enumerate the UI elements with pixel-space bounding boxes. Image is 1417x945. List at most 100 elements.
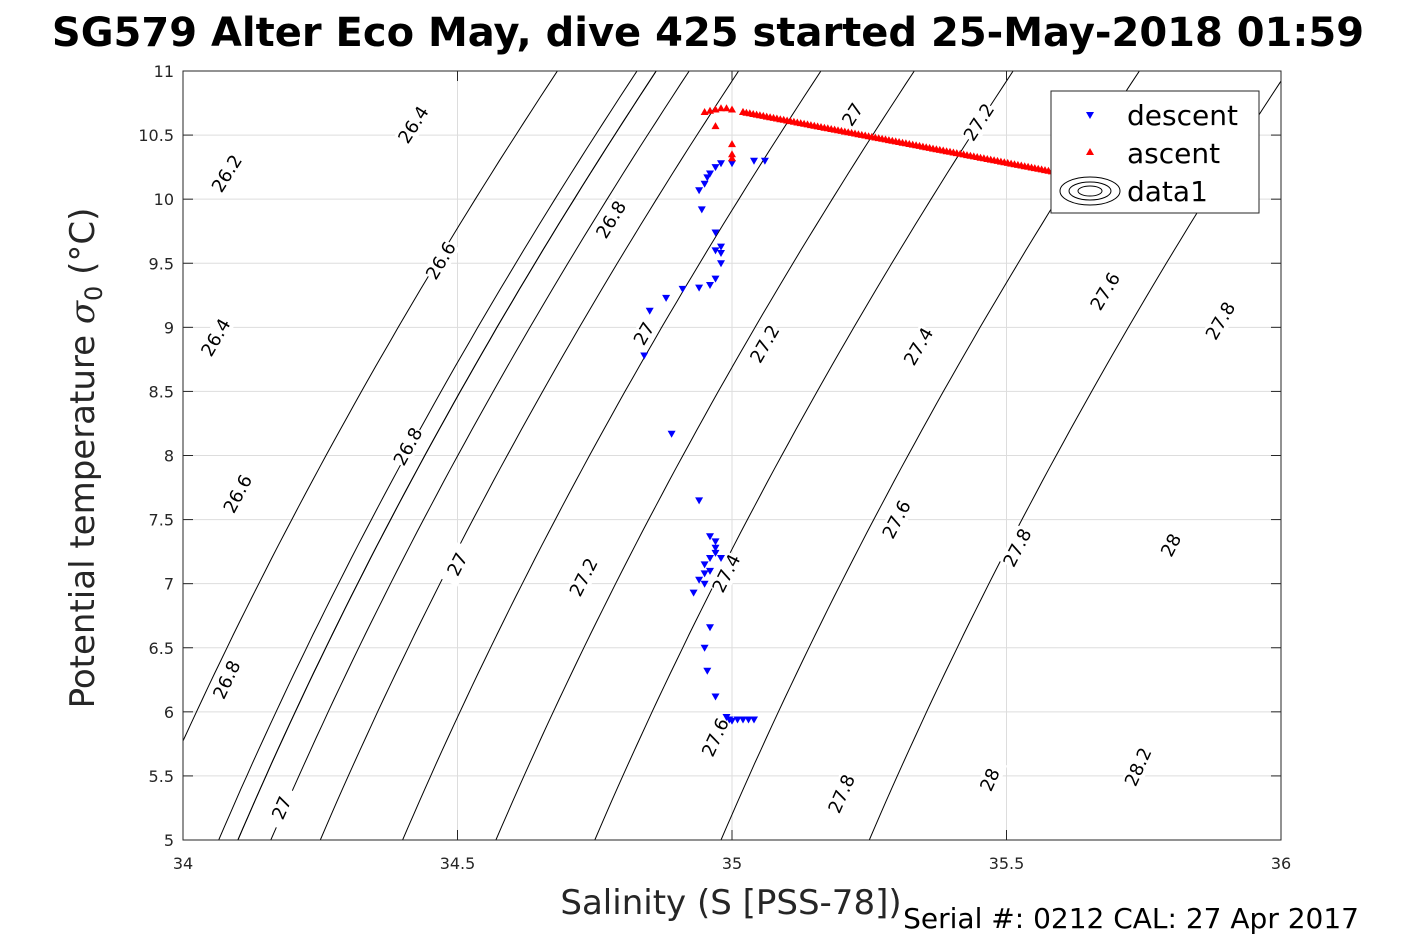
- descent-point: [697, 206, 706, 214]
- descent-point: [700, 644, 709, 652]
- descent-point: [711, 164, 720, 172]
- contour-label-bg: [833, 92, 873, 137]
- descent-point: [695, 497, 704, 505]
- descent-point: [645, 307, 654, 315]
- descent-point: [750, 157, 758, 165]
- y-tick-label: 6.5: [149, 639, 174, 658]
- x-tick-label: 35.5: [989, 854, 1025, 873]
- descent-point: [717, 260, 725, 268]
- contour-label-bg: [1086, 269, 1125, 314]
- contour-label-bg: [197, 315, 235, 360]
- contour-label-bg: [1120, 744, 1156, 790]
- legend-data1-contour-icon: [1068, 181, 1112, 201]
- y-tick-label: 10: [154, 190, 174, 209]
- descent-point: [717, 160, 725, 168]
- y-axis-label-subscript: 0: [80, 286, 108, 301]
- descent-point: [733, 716, 742, 724]
- contour-label-bg: [207, 151, 247, 196]
- y-tick-label: 5.5: [149, 767, 174, 786]
- y-axis-label: Potential temperature σ0 (°C): [63, 208, 108, 709]
- descent-point: [706, 533, 714, 541]
- contour-label-bg: [209, 657, 245, 703]
- descent-point: [706, 282, 714, 289]
- legend-entry-descent: descent: [1127, 99, 1238, 132]
- x-tick-label: 36: [1271, 854, 1291, 873]
- legend-descent-marker: [1086, 112, 1094, 119]
- ascent-point: [728, 150, 736, 158]
- descent-point: [711, 544, 720, 552]
- descent-point: [739, 716, 747, 724]
- descent-point: [717, 250, 725, 257]
- x-tick-label: 34: [173, 854, 193, 873]
- contour-line-27.6: [495, 71, 915, 840]
- contour-label-bg: [972, 757, 1008, 803]
- descent-point: [678, 285, 687, 293]
- descent-point: [689, 589, 698, 597]
- contour-line-26.8: [237, 71, 657, 840]
- y-tick-label: 8.5: [149, 382, 174, 401]
- ascent-point: [728, 105, 736, 113]
- legend-entry-ascent: ascent: [1127, 137, 1220, 170]
- y-tick-label: 9: [164, 318, 174, 337]
- contour-line-27.2: [319, 71, 740, 840]
- legend-data1-contour-icon: [1077, 185, 1103, 197]
- contour-label-bg: [1153, 522, 1190, 568]
- contour-line-27: [270, 71, 690, 840]
- contour-label-bg: [422, 238, 460, 283]
- data-points: [640, 104, 1121, 725]
- descent-point: [703, 667, 712, 675]
- descent-point: [706, 170, 714, 178]
- descent-point: [711, 549, 720, 557]
- descent-point: [662, 294, 671, 302]
- legend: descent ascent data1: [1050, 90, 1260, 214]
- ascent-point: [711, 122, 720, 130]
- contour-label-bg: [746, 321, 784, 367]
- descent-point: [711, 229, 720, 237]
- legend-entry-data1: data1: [1127, 175, 1208, 208]
- contour-label-bg: [999, 525, 1036, 571]
- contour-label-bg: [708, 551, 745, 596]
- chart-title: SG579 Alter Eco May, dive 425 started 25…: [52, 10, 1364, 56]
- y-tick-label: 5: [164, 831, 174, 850]
- contour-label-bg: [264, 785, 300, 831]
- descent-point: [695, 576, 704, 584]
- contour-label-bg: [959, 100, 999, 145]
- descent-point: [717, 243, 725, 251]
- y-tick-label: 8: [164, 447, 174, 466]
- contour-label-bg: [698, 715, 733, 760]
- y-axis-label-main: Potential temperature: [63, 324, 103, 708]
- x-tick-label: 35: [722, 854, 742, 873]
- y-tick-label: 6: [164, 703, 174, 722]
- descent-point: [700, 570, 709, 578]
- y-tick-label: 7.5: [149, 511, 174, 530]
- descent-point: [728, 717, 736, 725]
- descent-point: [711, 247, 720, 255]
- descent-point: [744, 716, 753, 724]
- y-tick-label: 11: [154, 62, 174, 81]
- legend-data1-contour-icon: [1059, 176, 1121, 206]
- descent-point: [760, 157, 769, 165]
- legend-box: [1050, 90, 1260, 214]
- descent-point: [711, 538, 720, 546]
- descent-point: [695, 284, 704, 292]
- ascent-point: [717, 104, 725, 112]
- x-axis-label: Salinity (S [PSS-78]): [560, 883, 901, 923]
- descent-point: [640, 352, 649, 360]
- contour-label-bg: [394, 102, 433, 148]
- axis-ticks: 34 34.5 35 35.5 36 5 5.5 6 6.5 7 7.5 8 8.5 9 9.5 10 10.5…: [138, 62, 1291, 873]
- legend-ascent-marker: [1086, 148, 1094, 155]
- contour-label-bg: [439, 542, 476, 587]
- contour-line-26.2: [183, 71, 559, 743]
- contour-label-bg: [878, 497, 915, 542]
- contour-label-bg: [219, 471, 257, 517]
- y-tick-label: 10.5: [138, 126, 174, 145]
- descent-point: [695, 187, 704, 195]
- ascent-point: [728, 140, 736, 148]
- serial-cal-footer: Serial #: 0212 CAL: 27 Apr 2017: [903, 902, 1359, 935]
- y-axis-label-unit: (°C): [63, 208, 103, 286]
- descent-point: [700, 580, 709, 588]
- contour-label-bg: [625, 311, 663, 357]
- contour-label-bg: [565, 554, 602, 600]
- y-tick-label: 7: [164, 575, 174, 594]
